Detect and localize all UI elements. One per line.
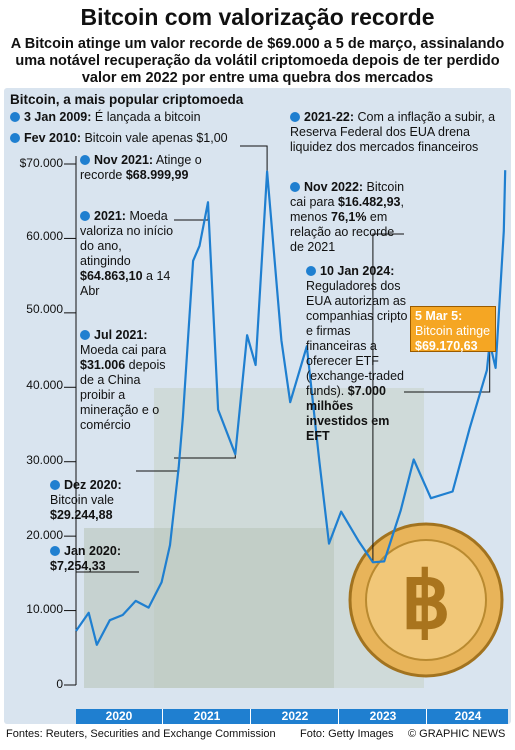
note-value: $64.863,10 [80, 269, 143, 283]
bullet-icon [306, 266, 316, 276]
footer-copyright: © GRAPHIC NEWS [408, 728, 505, 740]
note-date: 5 Mar 5: [415, 309, 462, 323]
note-text: Bitcoin vale [50, 493, 114, 507]
x-axis-year-bar: 2020 2021 2022 2023 2024 [76, 709, 508, 724]
x-tick-label: 2021 [162, 709, 251, 724]
note-date: Fev 2010: [24, 131, 81, 145]
note-value: $16.482,93 [338, 195, 401, 209]
x-tick-label: 2024 [426, 709, 509, 724]
note-value: $31.006 [80, 358, 125, 372]
footer-sources: Fontes: Reuters, Securities and Exchange… [6, 728, 276, 740]
note-date: Nov 2022: [304, 180, 363, 194]
bullet-icon [290, 182, 300, 192]
bullet-icon [10, 133, 20, 143]
background-photo-decor: ฿ [84, 388, 502, 688]
note-text: Reguladores dos EUA autorizam as companh… [306, 279, 407, 398]
page-subtitle: A Bitcoin atinge um valor recorde de $69… [8, 36, 507, 87]
bullet-icon [80, 330, 90, 340]
note-2021: 2021: Moeda valoriza no início do ano, a… [80, 209, 175, 299]
panel-heading-text: Bitcoin, a mais popular criptomoeda [10, 92, 243, 107]
x-tick-label: 2022 [250, 709, 339, 724]
y-tick-label: 0 [8, 677, 63, 691]
note-value: $7,254,33 [50, 559, 106, 573]
highlight-record-box: 5 Mar 5: Bitcoin atinge $69.170,63 [410, 306, 496, 352]
note-date: Nov 2021: [94, 153, 153, 167]
note-date: 2021-22: [304, 110, 354, 124]
note-date: Jan 2020: [64, 544, 121, 558]
page-title: Bitcoin com valorização recorde [0, 4, 515, 31]
gridlines [64, 164, 76, 685]
note-date: Dez 2020: [64, 478, 122, 492]
note-value: $29.244,88 [50, 508, 113, 522]
note-jan-2020: Jan 2020: $7,254,33 [50, 544, 140, 574]
footer-photo-credit: Foto: Getty Images [300, 728, 394, 740]
bullet-icon [10, 112, 20, 122]
note-dez-2020: Dez 2020: Bitcoin vale $29.244,88 [50, 478, 150, 523]
note-2009: 3 Jan 2009: É lançada a bitcoin [10, 110, 201, 125]
bullet-icon [50, 480, 60, 490]
note-value: $69.170,63 [415, 339, 478, 353]
bullet-icon [80, 155, 90, 165]
note-value: $68.999,99 [126, 168, 189, 182]
note-text: Bitcoin atinge [415, 324, 490, 338]
y-tick-label: 40.000 [8, 378, 63, 392]
x-tick-label: 2023 [338, 709, 427, 724]
annotation-leader-line [240, 146, 267, 171]
panel-heading: Bitcoin, a mais popular criptomoeda [10, 92, 243, 107]
note-jul-2021: Jul 2021: Moeda cai para $31.006 depois … [80, 328, 176, 433]
note-date: 10 Jan 2024: [320, 264, 394, 278]
y-tick-label: 50.000 [8, 302, 63, 316]
note-date: 3 Jan 2009: [24, 110, 91, 124]
y-tick-label: 20.000 [8, 528, 63, 542]
bullet-icon [50, 546, 60, 556]
note-value: 76,1% [331, 210, 366, 224]
note-2021-22: 2021-22: Com a inflação a subir, a Reser… [290, 110, 508, 155]
bullet-icon [290, 112, 300, 122]
note-text: É lançada a bitcoin [91, 110, 200, 124]
note-text: Moeda cai para [80, 343, 166, 357]
y-tick-label: $70.000 [8, 156, 63, 170]
y-tick-label: 60.000 [8, 229, 63, 243]
x-tick-label: 2020 [76, 709, 162, 724]
note-jan-2024: 10 Jan 2024: Reguladores dos EUA autoriz… [306, 264, 410, 444]
bullet-icon [80, 211, 90, 221]
note-date: 2021: [94, 209, 126, 223]
annotation-leader-line [174, 202, 208, 220]
bitcoin-symbol-icon: ฿ [401, 557, 451, 645]
note-text: Bitcoin vale apenas $1,00 [81, 131, 228, 145]
note-date: Jul 2021: [94, 328, 148, 342]
y-tick-label: 10.000 [8, 602, 63, 616]
y-tick-label: 30.000 [8, 453, 63, 467]
chart-panel: ฿ $70.000 60.000 50.000 40.000 30.000 20… [4, 88, 511, 724]
note-nov-2021: Nov 2021: Atinge o recorde $68.999,99 [80, 153, 230, 183]
note-2010: Fev 2010: Bitcoin vale apenas $1,00 [10, 131, 228, 146]
note-nov-2022: Nov 2022: Bitcoin cai para $16.482,93, m… [290, 180, 406, 255]
